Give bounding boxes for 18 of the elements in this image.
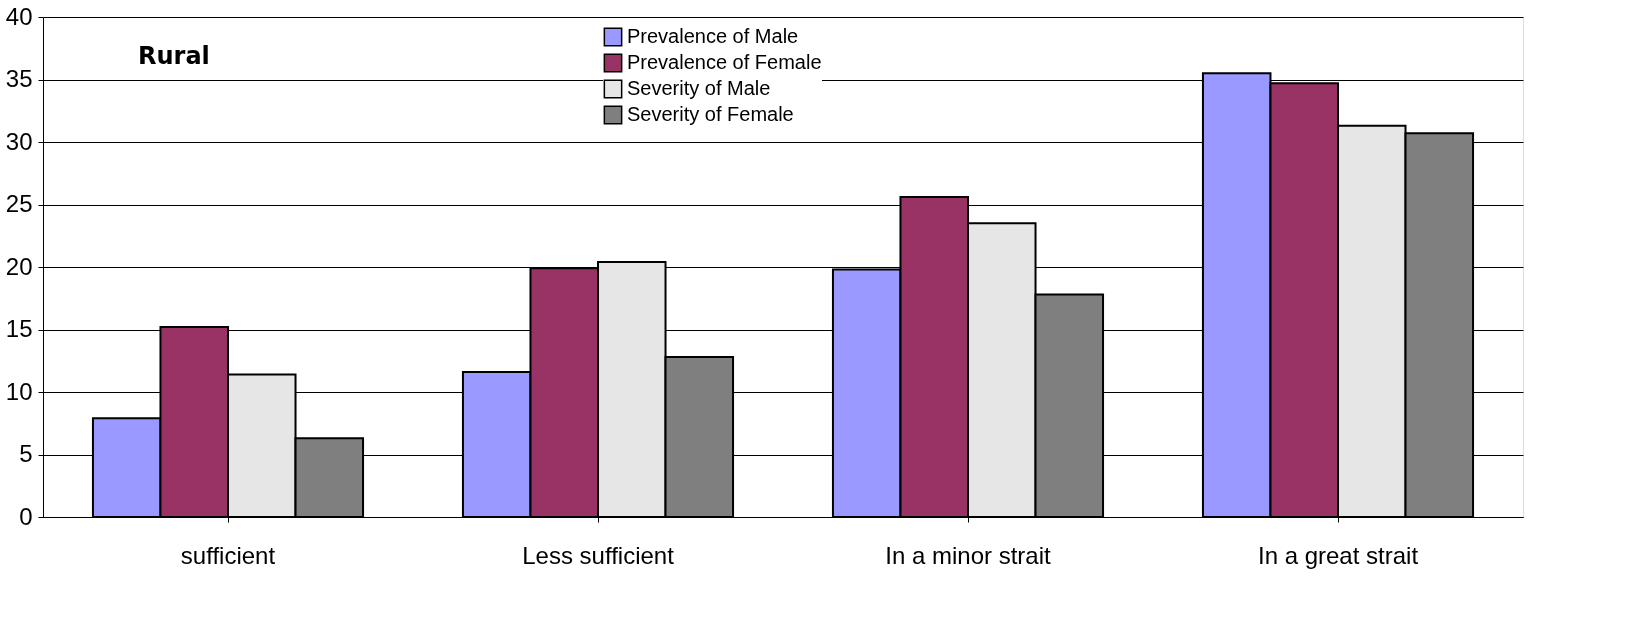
y-tick-label: 10: [5, 377, 33, 405]
x-tick-label: sufficient: [180, 541, 276, 569]
legend-label: Prevalence of Female: [627, 51, 822, 73]
y-tick-label: 30: [5, 127, 33, 155]
y-tick-label: 0: [19, 502, 33, 530]
y-tick-label: 5: [19, 440, 33, 467]
y-tick-label: 20: [5, 252, 33, 280]
y-tick-label: 25: [5, 190, 33, 217]
legend-label: Prevalence of Male: [627, 25, 799, 47]
y-tick-label: 40: [5, 2, 33, 30]
legend-label: Severity of Female: [627, 103, 794, 125]
annotation: Rural: [138, 42, 210, 70]
x-tick-label: In a great strait: [1257, 541, 1419, 569]
y-tick-label: 35: [5, 65, 33, 92]
legend-label: Severity of Male: [627, 77, 771, 99]
x-tick-label: In a minor strait: [885, 541, 1052, 569]
y-tick-label: 15: [5, 315, 33, 342]
x-tick-label: Less sufficient: [522, 541, 675, 569]
